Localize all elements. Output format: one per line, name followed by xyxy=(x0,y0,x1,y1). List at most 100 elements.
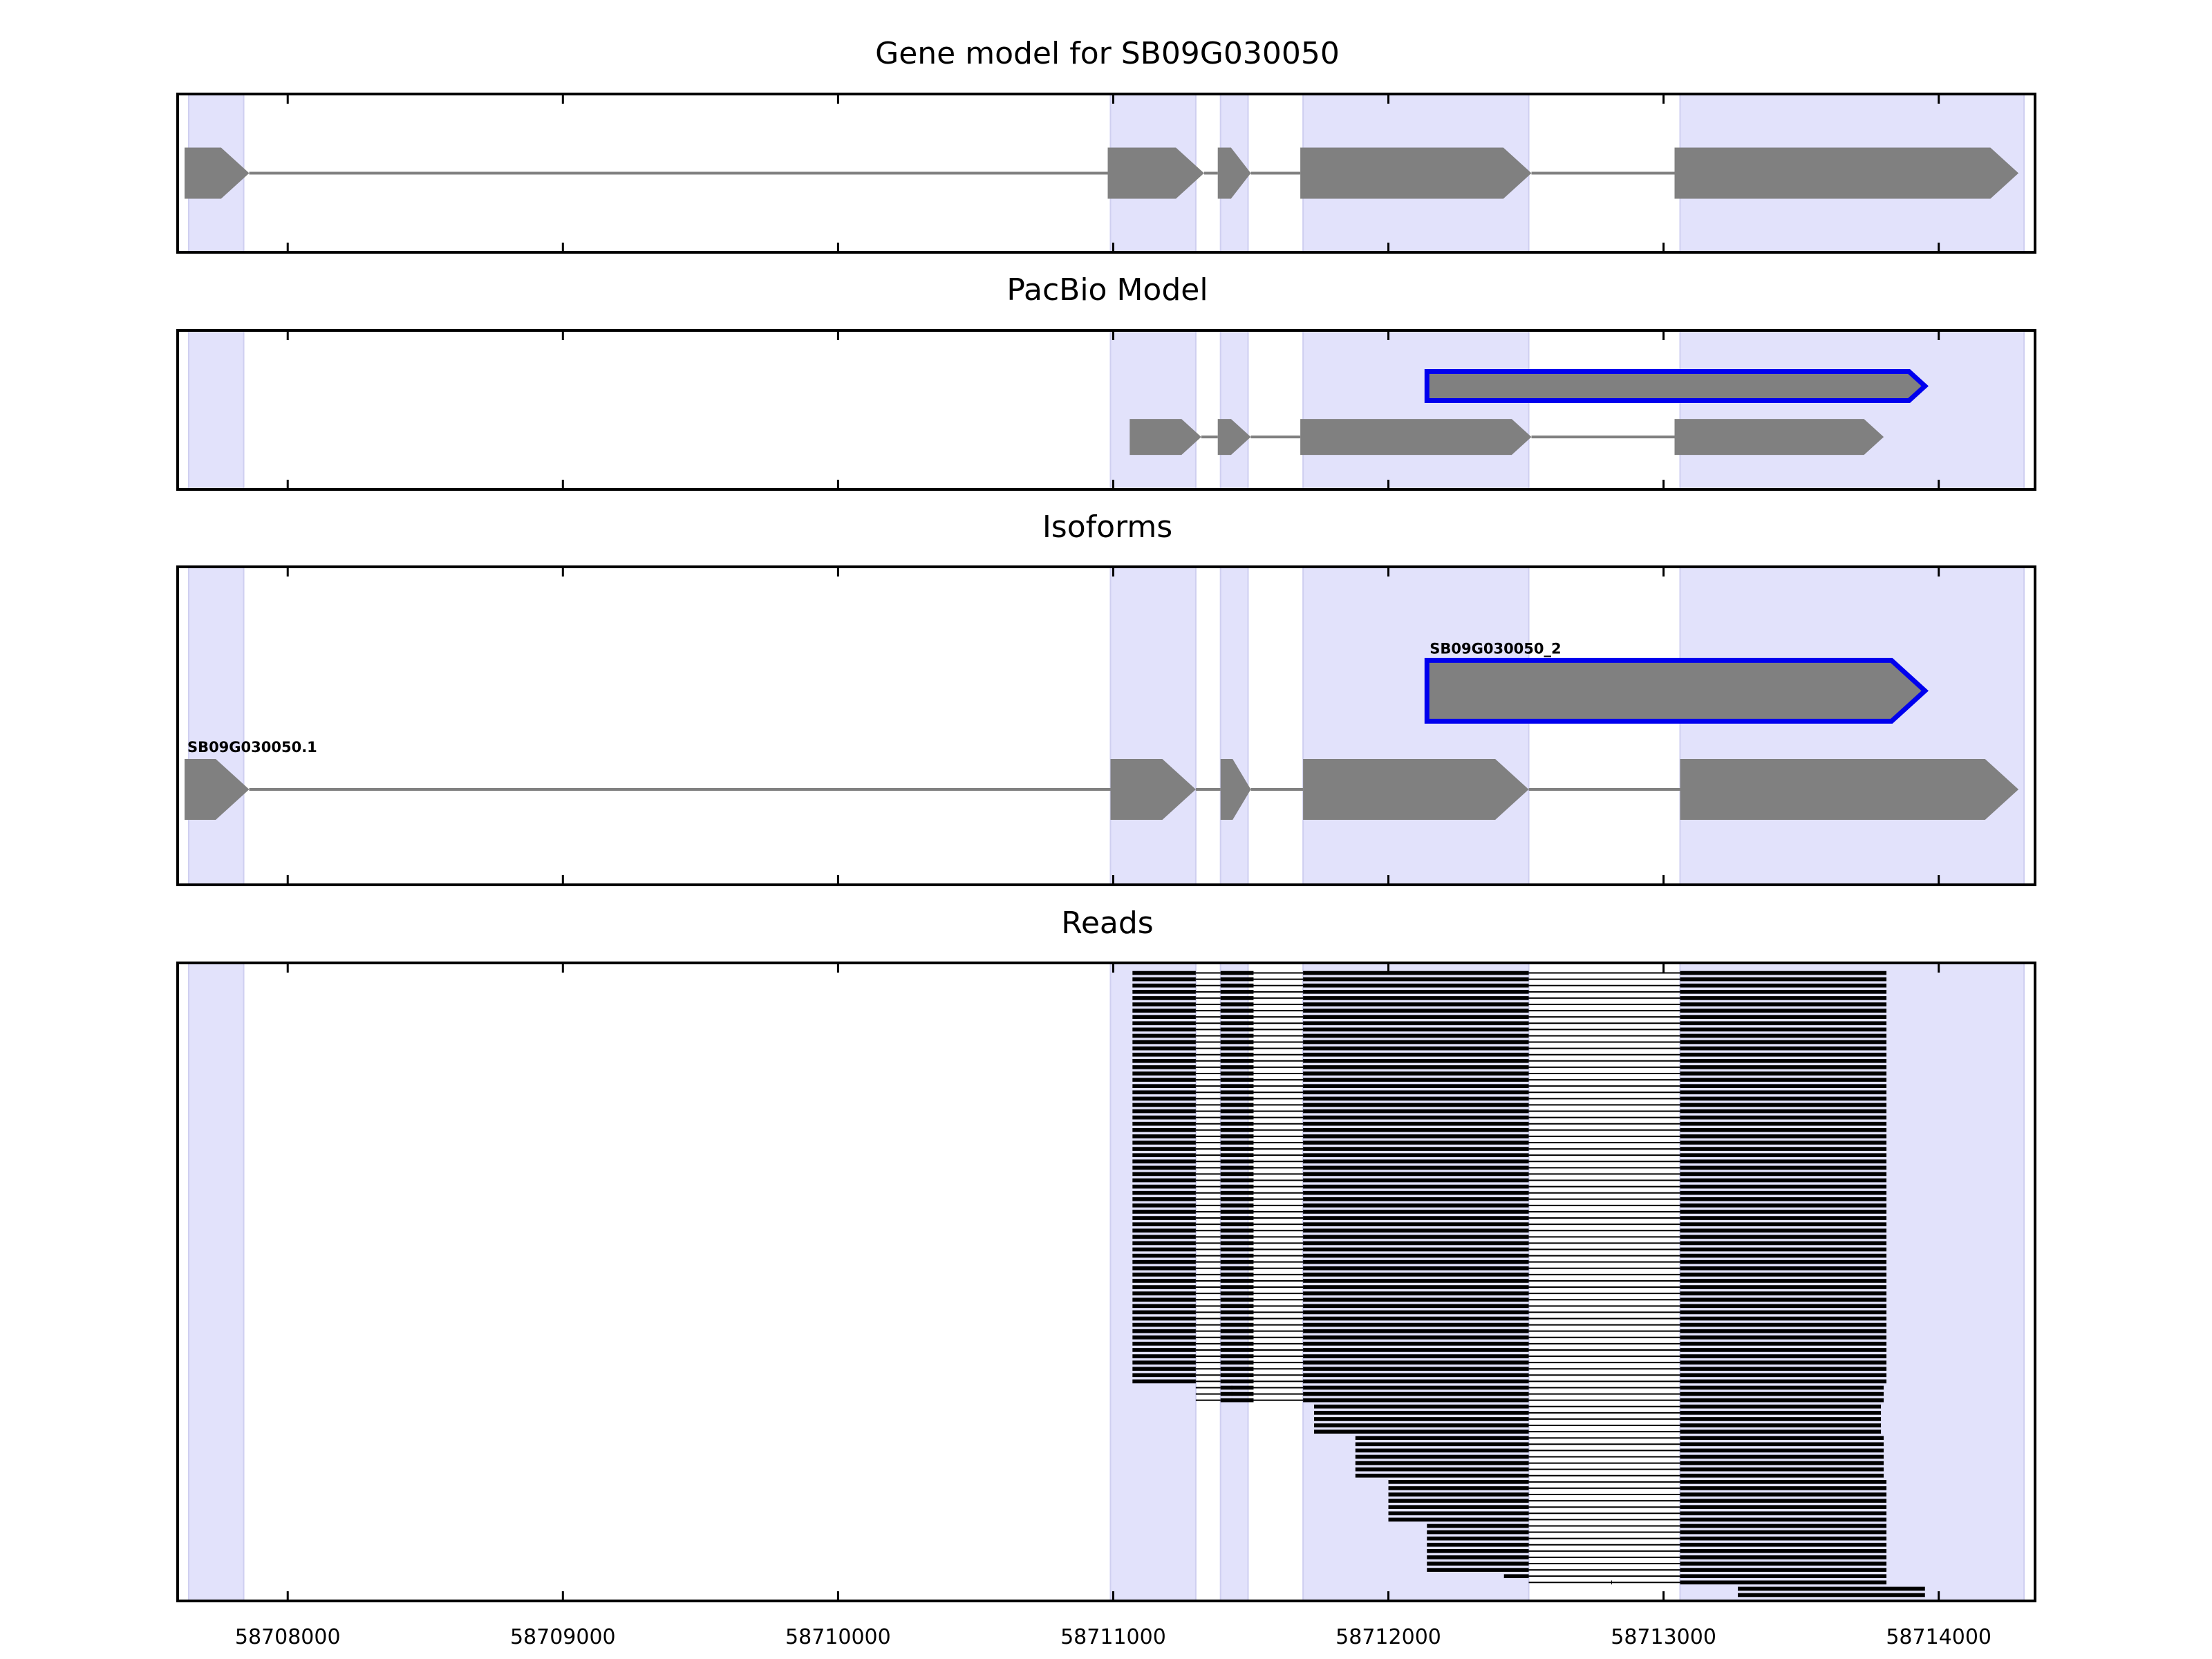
read-block xyxy=(1680,1285,1887,1289)
x-tick-label: 58714000 xyxy=(1886,1625,1991,1649)
read-block xyxy=(1680,1134,1887,1138)
read-block xyxy=(1303,1210,1529,1214)
read-block xyxy=(1680,1404,1882,1409)
read-block xyxy=(1427,1549,1529,1553)
read-block xyxy=(1680,1549,1887,1553)
read-block xyxy=(1220,996,1254,1000)
read-block xyxy=(1303,1184,1529,1189)
read-block xyxy=(1680,1015,1887,1019)
read-block xyxy=(1220,1197,1254,1201)
read-block xyxy=(1220,1379,1254,1384)
read-block xyxy=(1132,1266,1196,1271)
read-block xyxy=(1680,1153,1887,1157)
read-block xyxy=(1220,1322,1254,1327)
read-block xyxy=(1220,1109,1254,1114)
read-block xyxy=(1132,1172,1196,1177)
read-block xyxy=(1303,1316,1529,1321)
read-block xyxy=(1303,1297,1529,1302)
read-block xyxy=(1303,1147,1529,1151)
read-block xyxy=(1680,996,1887,1000)
read-block xyxy=(1303,1385,1529,1390)
x-tick-label: 58711000 xyxy=(1060,1625,1166,1649)
read-block xyxy=(1132,971,1196,975)
read-block xyxy=(1220,1127,1254,1132)
exon-block xyxy=(1107,147,1204,199)
panel-frame xyxy=(176,329,2036,491)
read-block xyxy=(1220,1253,1254,1258)
highlight-region xyxy=(187,566,245,885)
read-block xyxy=(1132,1071,1196,1076)
read-block xyxy=(1303,1065,1529,1069)
read-block xyxy=(1680,1329,1887,1333)
panel-gene-model: Gene model for SB09G030050 xyxy=(176,36,2036,254)
read-block xyxy=(1132,1329,1196,1333)
read-block xyxy=(1680,1210,1887,1214)
read-block xyxy=(1220,1398,1254,1403)
read-block xyxy=(1132,1222,1196,1226)
read-block xyxy=(1132,1184,1196,1189)
read-block xyxy=(1680,1454,1884,1459)
read-block xyxy=(1427,1542,1529,1547)
read-block xyxy=(1220,1335,1254,1340)
read-block xyxy=(1680,1411,1882,1415)
read-block xyxy=(1220,1078,1254,1082)
read-block xyxy=(1220,1316,1254,1321)
read-block xyxy=(1738,1593,1925,1597)
read-block xyxy=(1680,1442,1884,1447)
read-block xyxy=(1303,1222,1529,1226)
panel-title-pacbio-model: PacBio Model xyxy=(1006,272,1208,308)
read-block xyxy=(1680,1342,1887,1346)
read-block xyxy=(1220,1354,1254,1358)
read-block xyxy=(1220,1184,1254,1189)
read-block xyxy=(1220,1304,1254,1309)
read-block xyxy=(1680,1467,1884,1472)
read-block xyxy=(1680,1046,1887,1051)
read-block xyxy=(1303,1279,1529,1283)
read-block xyxy=(1680,1279,1887,1283)
exon-block xyxy=(1110,759,1196,820)
read-block xyxy=(1680,1379,1887,1384)
read-block xyxy=(1303,1253,1529,1258)
read-block xyxy=(1132,1159,1196,1164)
read-block xyxy=(1132,1235,1196,1239)
read-block xyxy=(1427,1524,1529,1528)
read-block xyxy=(1132,1259,1196,1264)
read-block xyxy=(1132,1197,1196,1201)
read-block xyxy=(1680,1115,1887,1120)
read-block xyxy=(1132,1279,1196,1283)
highlight-region xyxy=(1302,330,1530,490)
read-block xyxy=(1355,1467,1529,1472)
read-block xyxy=(1220,1153,1254,1157)
read-block xyxy=(1220,1297,1254,1302)
read-block xyxy=(1220,1228,1254,1233)
exon-block xyxy=(1424,657,1929,724)
read-block xyxy=(1132,1348,1196,1352)
read-block xyxy=(1680,1103,1887,1107)
read-block xyxy=(1132,1015,1196,1019)
read-block xyxy=(1303,1058,1529,1063)
read-block xyxy=(1680,1052,1887,1057)
read-block xyxy=(1303,977,1529,982)
read-block xyxy=(1220,1141,1254,1145)
read-block xyxy=(1680,1360,1887,1365)
read-block xyxy=(1680,1291,1887,1295)
read-block xyxy=(1132,1335,1196,1340)
read-block xyxy=(1220,1058,1254,1063)
read-block xyxy=(1680,1203,1887,1208)
read-block xyxy=(1303,1027,1529,1032)
read-block xyxy=(1303,1197,1529,1201)
read-block xyxy=(1388,1492,1529,1497)
read-block xyxy=(1388,1505,1529,1510)
read-block xyxy=(1303,1203,1529,1208)
read-block xyxy=(1132,1304,1196,1309)
read-block xyxy=(1427,1555,1529,1559)
read-block xyxy=(1303,1134,1529,1138)
read-block xyxy=(1220,1147,1254,1151)
read-block xyxy=(1680,1536,1887,1541)
read-block xyxy=(1303,1084,1529,1088)
read-block xyxy=(1303,1273,1529,1277)
read-block xyxy=(1680,1197,1887,1201)
read-block xyxy=(1132,1065,1196,1069)
read-block xyxy=(1303,1040,1529,1044)
read-block xyxy=(1132,1241,1196,1246)
